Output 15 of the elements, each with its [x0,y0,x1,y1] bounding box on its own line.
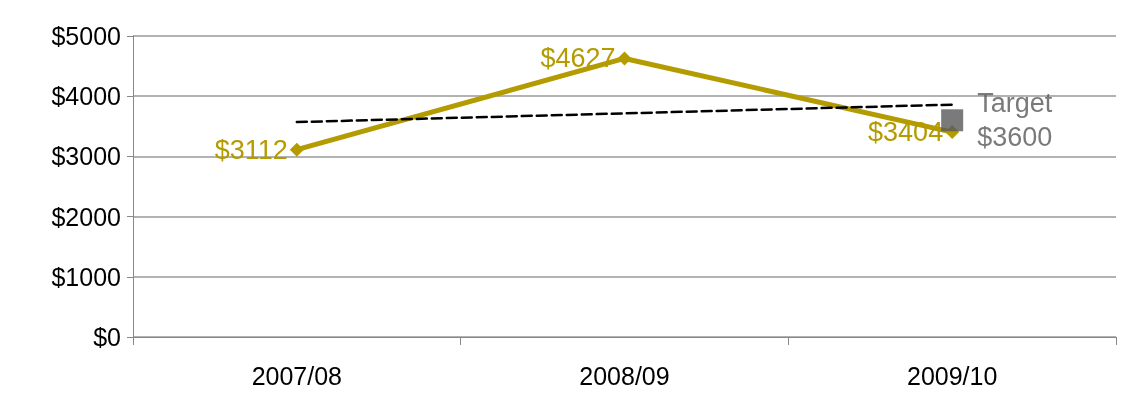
point [941,109,964,132]
x-tick-label: 2008/09 [579,361,670,390]
y-tick-label: $0 [93,323,121,351]
y-tick-label: $4000 [51,82,121,111]
point [289,142,304,157]
data-label: $3112 [214,134,288,165]
point [617,51,632,66]
y-tick-label: $5000 [51,22,121,50]
x-tick-label: 2007/08 [251,361,343,390]
y-tick-label: $3000 [51,142,121,171]
y-tick-label: $2000 [51,202,121,231]
series-label: Target [977,88,1053,119]
x-tick-label: 2009/10 [906,361,998,390]
data-label: $3600 [977,122,1053,153]
y-tick-label: $1000 [51,262,121,291]
